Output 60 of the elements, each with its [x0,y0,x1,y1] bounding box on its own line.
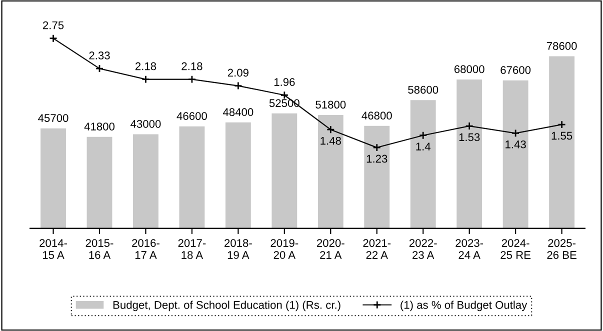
data-label: 68000 [454,65,484,74]
bar [179,126,205,228]
bar [456,79,482,228]
x-tick-label: 2017- 18 A [178,239,206,259]
legend-label: (1) as % of Budget Outlay [400,300,528,312]
data-label: 2.75 [43,21,64,30]
data-label: 41800 [84,122,115,130]
bar [410,100,436,228]
data-label: 45700 [38,114,68,122]
bar [318,114,344,228]
x-tick-label: 2014- 15 A [40,239,67,259]
bar [225,122,251,228]
bar [549,56,575,228]
data-label: 43000 [130,120,161,128]
data-label: 1.4 [416,142,431,150]
x-tick-label: 2021- 22 A [363,239,391,259]
data-label: 48400 [222,108,254,116]
point [234,82,242,90]
data-label: 1.43 [506,140,526,148]
data-label: 1.48 [320,136,341,145]
x-tick-label: 2016- 17 A [132,239,160,259]
data-label: 58600 [408,86,438,94]
x-tick-label: 2019- 20 A [270,239,298,259]
point [280,90,289,100]
x-tick-label: 2025- 26 BE [547,239,576,259]
point [558,120,566,129]
x-tick-label: 2020- 21 A [316,239,344,259]
point [372,143,382,152]
legend-label: Budget, Dept. of School Education (1) (Rs. cr.) [113,300,340,312]
x-tick-label: 2024- 25 RE [500,239,531,259]
data-label: 1.96 [274,78,295,86]
data-label: 1.53 [459,133,480,142]
bar [86,136,112,228]
point [95,64,104,73]
point [418,131,428,140]
data-label: 2.18 [182,62,202,70]
bar [133,134,158,228]
data-label: 46800 [362,112,392,120]
point [142,75,150,84]
point [465,122,474,130]
data-label: 2.09 [228,68,248,77]
data-label: 51800 [316,100,346,109]
bar [502,80,528,228]
bar [272,113,298,228]
x-tick-label: 2023- 24 A [456,239,484,259]
x-tick-label: 2022- 23 A [409,239,437,259]
point [326,125,335,134]
data-label: 78600 [546,42,577,50]
x-tick-label: 2015- 16 A [86,239,114,259]
bar [364,126,390,228]
data-label: 1.23 [366,154,388,163]
x-tick-label: 2018- 19 A [224,239,252,259]
point [188,75,196,84]
data-label: 1.55 [552,132,572,140]
bar [40,128,66,228]
data-label: 46600 [176,112,207,120]
point [511,129,520,138]
data-label: 2.33 [89,52,110,60]
data-label: 2.18 [135,62,156,70]
data-label: 67600 [500,66,531,74]
